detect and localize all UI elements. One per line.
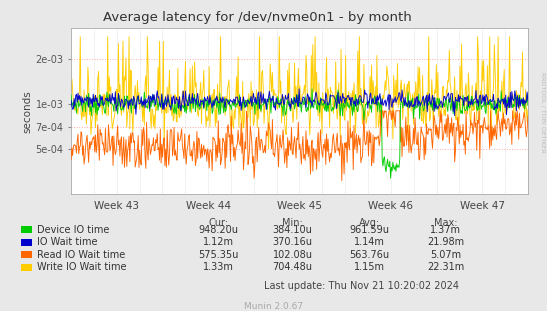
Text: 22.31m: 22.31m	[427, 262, 464, 272]
Text: 1.14m: 1.14m	[354, 237, 385, 247]
Text: 948.20u: 948.20u	[199, 225, 239, 235]
Text: Average latency for /dev/nvme0n1 - by month: Average latency for /dev/nvme0n1 - by mo…	[103, 11, 411, 24]
Text: 575.35u: 575.35u	[199, 250, 239, 260]
Text: 21.98m: 21.98m	[427, 237, 464, 247]
Text: Week 45: Week 45	[277, 201, 322, 211]
Text: IO Wait time: IO Wait time	[37, 237, 98, 247]
Text: Munin 2.0.67: Munin 2.0.67	[244, 302, 303, 311]
Y-axis label: seconds: seconds	[22, 90, 33, 132]
Text: 102.08u: 102.08u	[272, 250, 313, 260]
Text: 384.10u: 384.10u	[273, 225, 312, 235]
Text: 1.15m: 1.15m	[354, 262, 385, 272]
Text: RRDTOOL / TOBI OETIKER: RRDTOOL / TOBI OETIKER	[540, 72, 545, 152]
Text: 961.59u: 961.59u	[349, 225, 389, 235]
Text: Read IO Wait time: Read IO Wait time	[37, 250, 125, 260]
Text: Week 43: Week 43	[94, 201, 139, 211]
Text: 704.48u: 704.48u	[272, 262, 313, 272]
Text: 563.76u: 563.76u	[349, 250, 389, 260]
Text: Week 47: Week 47	[459, 201, 505, 211]
Text: Cur:: Cur:	[209, 218, 229, 228]
Text: Week 44: Week 44	[185, 201, 231, 211]
Text: 5.07m: 5.07m	[430, 250, 461, 260]
Text: Avg:: Avg:	[359, 218, 380, 228]
Text: Week 46: Week 46	[368, 201, 414, 211]
Text: Device IO time: Device IO time	[37, 225, 109, 235]
Text: Last update: Thu Nov 21 10:20:02 2024: Last update: Thu Nov 21 10:20:02 2024	[264, 281, 458, 290]
Text: 1.12m: 1.12m	[203, 237, 234, 247]
Text: 370.16u: 370.16u	[272, 237, 313, 247]
Text: Min:: Min:	[282, 218, 303, 228]
Text: Write IO Wait time: Write IO Wait time	[37, 262, 127, 272]
Text: Max:: Max:	[434, 218, 457, 228]
Text: 1.37m: 1.37m	[430, 225, 461, 235]
Text: 1.33m: 1.33m	[203, 262, 234, 272]
